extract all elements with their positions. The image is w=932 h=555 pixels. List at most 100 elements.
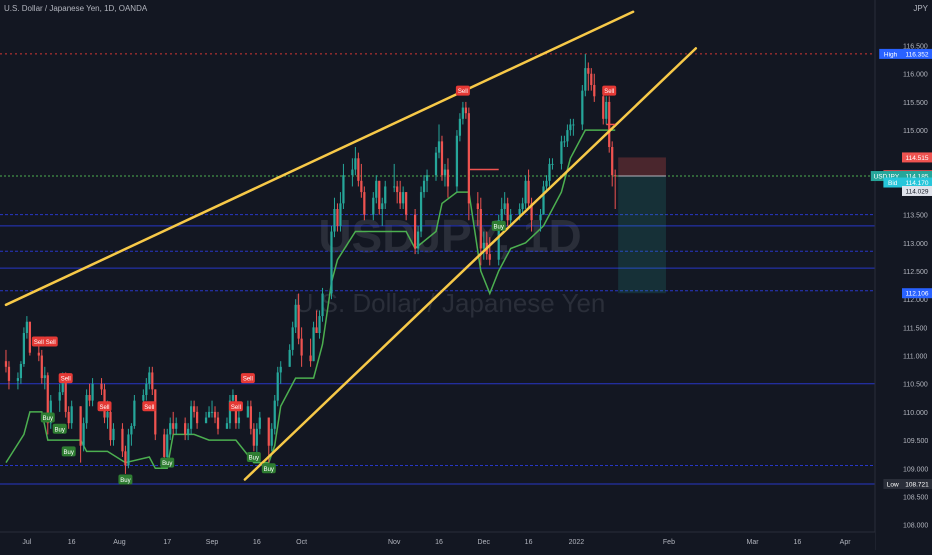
candle-body (291, 327, 294, 350)
candle-body (300, 338, 303, 356)
candle-body (330, 231, 333, 294)
candle-body (503, 203, 506, 210)
y-tick-label: 108.500 (903, 494, 928, 501)
candle-body (602, 96, 605, 119)
price-label-value: 116.352 (905, 51, 928, 58)
price-label-tag (870, 171, 902, 182)
candle-body (100, 383, 103, 390)
time-axis-panel[interactable] (0, 532, 875, 550)
candle-body (339, 203, 342, 226)
candle-body (64, 378, 67, 412)
watermark-name: U.S. Dollar / Japanese Yen (295, 288, 606, 318)
candle-body (175, 423, 178, 429)
candle-body (584, 68, 587, 91)
sell-signal-badge: Sell (602, 85, 617, 96)
candle-body (246, 406, 249, 418)
candle-body (333, 209, 336, 232)
candle-body (124, 451, 127, 466)
candle-body (524, 180, 527, 204)
candle-body (4, 361, 8, 367)
price-axis-panel[interactable] (875, 0, 932, 550)
signal-badge-label: Sell (604, 89, 614, 95)
candle-body (130, 425, 133, 435)
sell-signal-badge: Sell (142, 401, 157, 412)
price-label-value: 114.515 (905, 155, 928, 162)
signal-badge-label: Sell (34, 340, 44, 346)
candle-body (372, 197, 375, 215)
candle-body (46, 375, 49, 424)
x-tick-label: Oct (296, 539, 307, 546)
signal-badge-bg (228, 401, 243, 412)
candle-body (416, 231, 420, 249)
candle-body (590, 73, 593, 86)
candle-body (461, 107, 465, 119)
candle-body (548, 163, 551, 181)
candle-body (437, 141, 441, 153)
signal-badge-bg (160, 457, 175, 468)
candle-body (506, 203, 509, 221)
x-tick-label: Feb (663, 539, 675, 546)
candle-body (207, 411, 211, 418)
trendline[interactable] (243, 47, 698, 481)
buy-signal-badge: Buy (40, 412, 55, 423)
candle-body (195, 411, 199, 424)
candle-body (455, 135, 459, 187)
candle-body (145, 383, 148, 395)
candle-body (405, 192, 408, 215)
signal-badge-label: Buy (55, 427, 65, 433)
sell-signal-badge: Sell (455, 85, 470, 96)
buy-signal-badge: Buy (118, 474, 133, 485)
signal-badge-bg (455, 85, 470, 96)
signal-badge-label: Sell (100, 405, 110, 411)
candle-body (85, 394, 88, 424)
y-tick-label: 111.000 (903, 354, 927, 361)
x-tick-label: 16 (68, 539, 76, 546)
candle-body (16, 378, 20, 381)
candle-body (142, 394, 145, 401)
candle-body (166, 434, 169, 457)
candle-body (402, 192, 405, 204)
candle-body (315, 327, 318, 333)
candle-body (49, 400, 52, 424)
candle-body (276, 372, 279, 401)
candle-body (551, 163, 554, 165)
signal-badge-label: Sell (458, 89, 468, 95)
candle-body (614, 175, 617, 177)
candle-body (396, 186, 399, 193)
signal-badge-label: Buy (494, 224, 504, 230)
candle-body (581, 90, 584, 125)
candle-body (393, 186, 396, 188)
price-label-value: 112.106 (905, 291, 928, 298)
candle-body (476, 203, 479, 210)
candle-body (539, 214, 542, 221)
candle-body (216, 417, 220, 429)
buy-signal-badge: Buy (491, 220, 506, 231)
candle-body (434, 152, 438, 176)
candle-body (605, 101, 608, 119)
candle-body (375, 180, 378, 198)
signal-badge-bg (58, 373, 73, 384)
candle-body (67, 411, 70, 424)
signal-badge-label: Buy (264, 467, 274, 473)
candle-body (40, 355, 43, 379)
price-label-value: 114.170 (905, 180, 928, 187)
signal-badge-bg (240, 373, 255, 384)
signal-badge-label: Sell (61, 377, 71, 383)
signal-badge-bg (491, 220, 506, 231)
price-label-box (902, 288, 932, 299)
candle-body (464, 107, 467, 114)
candle-body (497, 220, 500, 260)
trendline[interactable] (4, 10, 635, 307)
candle-body (560, 141, 563, 164)
candle-body (148, 372, 151, 384)
candle-body (360, 180, 363, 193)
price-label-box (902, 478, 932, 489)
y-tick-label: 113.000 (903, 241, 928, 248)
candle-body (422, 180, 426, 193)
candle-body (357, 158, 360, 181)
signal-badge-bg (43, 336, 58, 347)
x-tick-label: Apr (840, 539, 852, 546)
price-label-box (902, 177, 932, 188)
